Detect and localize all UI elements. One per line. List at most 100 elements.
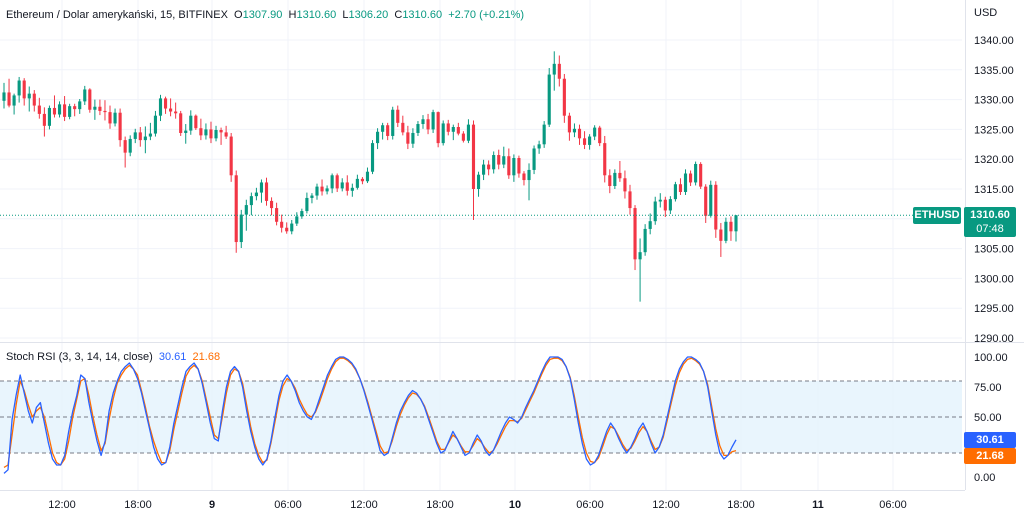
candle-body	[335, 175, 339, 189]
candle-body	[552, 63, 556, 75]
candle-body	[148, 133, 152, 137]
candle-body	[476, 174, 481, 189]
candle-body	[325, 188, 329, 192]
candle-body	[487, 164, 491, 170]
candle-body	[254, 192, 258, 197]
candle-body	[461, 133, 465, 141]
candle-body	[699, 163, 703, 187]
candle-body	[633, 208, 637, 260]
candle-body	[42, 113, 46, 126]
candle-body	[234, 175, 238, 243]
candle-body	[138, 132, 142, 141]
candle-body	[330, 175, 334, 189]
time-axis-label: 18:00	[727, 499, 755, 511]
candle-body	[618, 172, 622, 179]
candle-body	[229, 136, 233, 176]
candle-body	[567, 115, 571, 133]
stoch-axis-label: 50.00	[974, 412, 1002, 424]
candle-body	[426, 119, 430, 130]
indicator-legend: Stoch RSI (3, 3, 14, 14, close) 30.61 21…	[6, 350, 220, 364]
candle-body	[547, 74, 551, 125]
candle-body	[12, 95, 16, 106]
candle-body	[471, 124, 476, 189]
candle-body	[456, 127, 460, 134]
candle-body	[598, 127, 602, 144]
candle-body	[365, 171, 370, 182]
candle-body	[562, 78, 566, 116]
price-axis-label: 1330.00	[974, 95, 1014, 107]
candle-body	[214, 129, 218, 139]
candle-body	[280, 221, 284, 228]
candle-body	[269, 200, 274, 209]
candle-body	[179, 113, 183, 133]
last-price-tag: 1310.60 07:48	[964, 207, 1016, 237]
candle-body	[340, 182, 344, 189]
candle-body	[517, 158, 521, 174]
candle-body	[613, 172, 617, 187]
candle-body	[249, 196, 253, 206]
candle-body	[421, 119, 425, 125]
candle-body	[406, 132, 410, 144]
stoch-axis-label: 75.00	[974, 382, 1002, 394]
candle-body	[163, 98, 168, 109]
candle-body	[83, 89, 87, 102]
candle-body	[189, 115, 193, 131]
time-axis-label: 11	[812, 499, 824, 511]
candle-body	[572, 128, 577, 133]
candle-body	[27, 93, 31, 99]
stoch-axis-label: 0.00	[974, 472, 995, 484]
time-axis-label: 12:00	[48, 499, 76, 511]
candle-body	[653, 201, 657, 222]
candle-body	[577, 128, 582, 139]
ticker-tag: ETHUSD	[913, 207, 961, 224]
candle-body	[694, 163, 698, 183]
candle-body	[396, 109, 400, 123]
candle-body	[88, 89, 92, 110]
candle-body	[310, 195, 314, 198]
candle-body	[638, 252, 642, 260]
price-axis-label: 1320.00	[974, 154, 1014, 166]
candle-body	[502, 156, 506, 165]
price-axis-label: 1295.00	[974, 303, 1014, 315]
candle-body	[153, 115, 158, 134]
time-axis-label: 18:00	[124, 499, 152, 511]
candle-body	[719, 229, 723, 241]
candle-body	[593, 127, 597, 137]
candle-body	[68, 106, 72, 117]
candle-body	[320, 186, 324, 192]
candle-body	[416, 124, 420, 133]
candle-body	[128, 138, 132, 153]
candle-body	[143, 136, 147, 141]
stoch-d-tag: 21.68	[964, 448, 1016, 464]
candle-body	[209, 129, 213, 139]
candle-body	[355, 178, 359, 188]
candle-body	[2, 92, 6, 101]
countdown-value: 07:48	[976, 223, 1004, 235]
candle-body	[290, 223, 294, 232]
candle-body	[57, 104, 62, 115]
candle-body	[224, 132, 228, 137]
price-axis-label: 1325.00	[974, 124, 1014, 136]
candle-body	[446, 123, 450, 132]
stoch-axis-label: 100.00	[974, 352, 1008, 364]
candle-body	[729, 221, 733, 232]
candle-body	[169, 108, 173, 112]
currency-label: USD	[974, 7, 998, 19]
close-label: C	[394, 9, 403, 21]
candle-body	[295, 216, 299, 224]
candle-body	[174, 111, 178, 114]
candle-body	[204, 129, 208, 136]
candle-body	[734, 215, 738, 232]
time-axis-label: 9	[209, 499, 215, 511]
candle-body	[108, 112, 112, 124]
candle-body	[673, 184, 677, 200]
candle-body	[436, 112, 440, 144]
candle-body	[689, 173, 693, 183]
high-value: 1310.60	[296, 9, 337, 21]
time-axis-label: 10	[509, 499, 521, 511]
candle-body	[73, 106, 77, 110]
open-label: O	[234, 9, 243, 21]
candle-body	[709, 184, 713, 216]
